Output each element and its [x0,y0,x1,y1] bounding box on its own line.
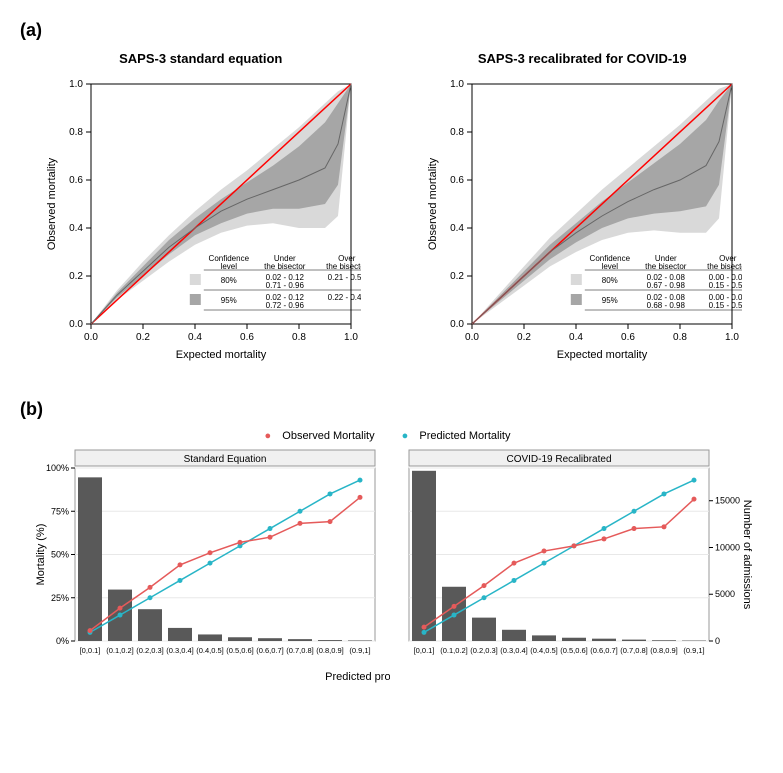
svg-text:0.21 - 0.50: 0.21 - 0.50 [327,273,360,282]
svg-text:100%: 100% [45,463,68,473]
svg-text:0.6: 0.6 [450,175,464,186]
svg-text:0.4: 0.4 [188,332,202,343]
svg-text:5000: 5000 [715,589,735,599]
svg-text:10000: 10000 [715,542,740,552]
calib-chart: SAPS-3 recalibrated for COVID-19 0.00.00… [422,51,742,369]
panel-b-label: (b) [20,399,763,420]
svg-text:0.2: 0.2 [450,271,464,282]
svg-text:0.6: 0.6 [621,332,635,343]
svg-text:(0.3,0.4]: (0.3,0.4] [166,646,194,655]
svg-text:1.0: 1.0 [725,332,739,343]
svg-text:(0.3,0.4]: (0.3,0.4] [500,646,528,655]
svg-text:(0.6,0.7]: (0.6,0.7] [256,646,284,655]
svg-text:COVID-19 Recalibrated: COVID-19 Recalibrated [506,454,611,465]
svg-text:the bisector: the bisector [707,262,742,271]
svg-text:95%: 95% [602,296,618,305]
legend-observed: Observed Mortality [265,430,383,442]
svg-text:Observed mortality: Observed mortality [46,157,58,250]
svg-text:0.0: 0.0 [84,332,98,343]
svg-text:0%: 0% [55,636,68,646]
svg-text:0.72 - 0.96: 0.72 - 0.96 [265,301,304,310]
chart-title: SAPS-3 recalibrated for COVID-19 [422,51,742,66]
svg-text:0.0: 0.0 [69,319,83,330]
svg-text:0.0: 0.0 [465,332,479,343]
svg-text:0: 0 [715,636,720,646]
svg-text:(0.4,0.5]: (0.4,0.5] [530,646,558,655]
svg-text:0.22 - 0.49: 0.22 - 0.49 [327,293,360,302]
svg-text:0.15 - 0.51: 0.15 - 0.51 [709,281,742,290]
svg-text:Predicted probability: Predicted probability [325,671,390,683]
panel-a-label: (a) [20,20,763,41]
svg-text:(0.4,0.5]: (0.4,0.5] [196,646,224,655]
svg-text:(0.5,0.6]: (0.5,0.6] [560,646,588,655]
svg-text:1.0: 1.0 [344,332,358,343]
svg-text:level: level [602,262,619,271]
svg-text:(0.1,0.2]: (0.1,0.2] [106,646,134,655]
svg-text:0.8: 0.8 [450,127,464,138]
calib-chart: SAPS-3 standard equation 0.00.0 0.2 0.2 0.4… [41,51,361,369]
svg-text:0.2: 0.2 [69,271,83,282]
chart-title: SAPS-3 standard equation [41,51,361,66]
svg-text:0.0: 0.0 [450,319,464,330]
svg-text:Number of admissions: Number of admissions [741,500,753,610]
svg-text:0.6: 0.6 [240,332,254,343]
svg-text:(0.8,0.9]: (0.8,0.9] [650,646,678,655]
svg-text:Expected mortality: Expected mortality [176,349,267,361]
svg-text:15000: 15000 [715,496,740,506]
svg-text:0.8: 0.8 [292,332,306,343]
svg-text:(0.9,1]: (0.9,1] [683,646,704,655]
panel-a-row: SAPS-3 standard equation 0.00.00.20.20.4… [20,51,763,369]
svg-text:25%: 25% [50,593,68,603]
svg-text:1.0: 1.0 [69,79,83,90]
svg-text:(0.5,0.6]: (0.5,0.6] [226,646,254,655]
legend-predicted: Predicted Mortality [402,430,519,442]
svg-text:0.15 - 0.50: 0.15 - 0.50 [709,301,742,310]
svg-text:Mortality (%): Mortality (%) [35,524,47,586]
calib-svg: 0.00.0 0.2 0.2 0.4 0.4 0.6 0.6 0.8 0.8 1.0 1.0 Exp… [41,74,361,364]
svg-text:0.2: 0.2 [136,332,150,343]
svg-text:(0.2,0.3]: (0.2,0.3] [136,646,164,655]
svg-text:[0,0.1]: [0,0.1] [413,646,434,655]
svg-text:Observed mortality: Observed mortality [427,157,439,250]
svg-text:50%: 50% [50,550,68,560]
svg-text:the bisector: the bisector [645,262,687,271]
barline-chart: COVID-19 Recalibrated 0 5000 10000 15000Num… [394,446,754,686]
svg-text:(0.8,0.9]: (0.8,0.9] [316,646,344,655]
svg-text:1.0: 1.0 [450,79,464,90]
svg-text:0.71 - 0.96: 0.71 - 0.96 [265,281,304,290]
svg-text:[0,0.1]: [0,0.1] [79,646,100,655]
svg-text:0.4: 0.4 [450,223,464,234]
svg-text:75%: 75% [50,506,68,516]
svg-text:0.8: 0.8 [673,332,687,343]
svg-text:0.4: 0.4 [69,223,83,234]
svg-text:the bisector: the bisector [326,262,361,271]
panel-b-legend: Observed Mortality Predicted Mortality [20,430,763,442]
svg-text:80%: 80% [602,276,618,285]
svg-text:Expected mortality: Expected mortality [557,349,648,361]
svg-text:(0.1,0.2]: (0.1,0.2] [440,646,468,655]
svg-text:the bisector: the bisector [264,262,306,271]
svg-text:0.2: 0.2 [517,332,531,343]
svg-text:(0.7,0.8]: (0.7,0.8] [286,646,314,655]
svg-text:(0.7,0.8]: (0.7,0.8] [620,646,648,655]
svg-text:0.6: 0.6 [69,175,83,186]
svg-text:80%: 80% [221,276,237,285]
svg-text:0.8: 0.8 [69,127,83,138]
svg-text:(0.6,0.7]: (0.6,0.7] [590,646,618,655]
calib-svg: 0.00.0 0.2 0.2 0.4 0.4 0.6 0.6 0.8 0.8 1.0 1.0 Exp… [422,74,742,364]
svg-text:(0.9,1]: (0.9,1] [349,646,370,655]
svg-text:95%: 95% [221,296,237,305]
panel-b-row: Standard Equation 0% 25% 50% 75% 100% Mortali… [20,446,763,686]
svg-text:Standard Equation: Standard Equation [183,454,266,465]
svg-text:0.67 - 0.98: 0.67 - 0.98 [647,281,686,290]
svg-text:0.4: 0.4 [569,332,583,343]
svg-text:(0.2,0.3]: (0.2,0.3] [470,646,498,655]
svg-text:level: level [220,262,237,271]
svg-text:0.68 - 0.98: 0.68 - 0.98 [647,301,686,310]
barline-chart: Standard Equation 0% 25% 50% 75% 100% Mortali… [30,446,390,686]
